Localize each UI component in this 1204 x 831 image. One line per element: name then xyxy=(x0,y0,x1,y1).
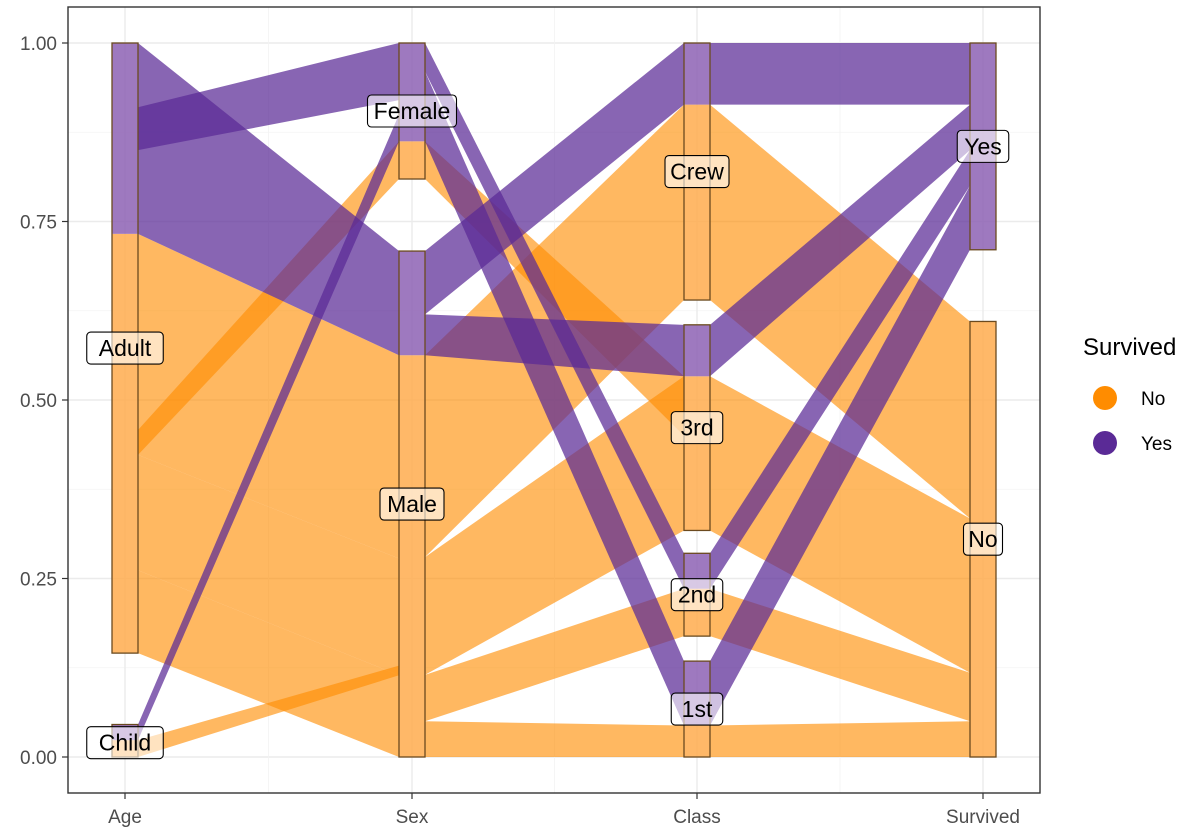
node-label-box xyxy=(86,726,164,760)
ribbon-yes-class-survived xyxy=(710,150,970,589)
node-label-text: Yes xyxy=(964,133,1002,159)
node-segment-no xyxy=(399,141,425,180)
x-axis: Age Sex Class Survived xyxy=(108,793,1020,828)
ribbon-yes-sex-class xyxy=(425,43,684,589)
node-label-text: Male xyxy=(387,491,437,517)
node-segment-yes xyxy=(684,324,710,377)
node-label-text: Adult xyxy=(99,335,152,361)
node-label-female: Female xyxy=(366,94,458,128)
node-label-box xyxy=(670,411,724,445)
node-label-male: Male xyxy=(379,487,445,521)
node-segment-no xyxy=(684,376,710,531)
node-label-1st: 1st xyxy=(670,692,724,726)
node-label-box xyxy=(670,692,724,726)
node-segment-no xyxy=(399,355,425,757)
ribbon-no-sex-class xyxy=(425,721,684,757)
node-label-box xyxy=(366,94,458,128)
ribbon-yes-class-survived xyxy=(710,104,970,377)
node-label-text: 2nd xyxy=(678,582,716,608)
node-label-box xyxy=(962,522,1004,556)
x-tick-label-sex: Sex xyxy=(396,807,429,828)
ribbon-no-class-survived xyxy=(710,376,970,673)
ribbon-no-class-survived xyxy=(710,588,970,722)
node-crew xyxy=(683,42,711,301)
node-label-box xyxy=(664,154,730,189)
node-label-text: Child xyxy=(99,730,151,756)
node-label-box xyxy=(379,487,445,521)
ribbon-no-class-survived xyxy=(710,104,970,519)
legend-title: Survived xyxy=(1083,334,1176,361)
node-label-text: Crew xyxy=(670,159,724,185)
x-tick-label-age: Age xyxy=(108,807,142,828)
y-axis: 0.00 0.25 0.50 0.75 1.00 xyxy=(20,34,68,769)
node-adult xyxy=(111,42,139,654)
node-segment-no xyxy=(684,104,710,301)
node-label-child: Child xyxy=(86,726,164,760)
node-label-text: Female xyxy=(374,98,451,124)
ribbon-no-class-survived xyxy=(710,721,970,757)
ribbon-yes-class-survived xyxy=(710,43,970,105)
node-segment-no xyxy=(684,725,710,757)
legend-swatch-yes xyxy=(1093,431,1117,455)
node-label-2nd: 2nd xyxy=(670,578,724,612)
ribbon-yes-class-survived xyxy=(710,185,970,726)
ribbon-yes-sex-class xyxy=(425,314,684,377)
ribbon-yes-sex-class xyxy=(425,71,684,726)
ribbon-no-sex-class xyxy=(425,588,684,722)
y-tick-label: 0.50 xyxy=(20,391,57,412)
legend: Survived No Yes xyxy=(1083,334,1176,455)
node-label-box xyxy=(956,129,1010,163)
legend-label-no: No xyxy=(1141,389,1165,410)
y-tick-label: 0.00 xyxy=(20,748,57,769)
node-label-adult: Adult xyxy=(86,331,164,365)
node-label-3rd: 3rd xyxy=(670,411,724,445)
node-labels: Adult Child Male Female 1st 2nd 3rd Crew No Yes xyxy=(86,94,1010,760)
y-tick-label: 1.00 xyxy=(20,34,57,55)
legend-swatch-no xyxy=(1093,386,1117,410)
node-label-no: No xyxy=(962,522,1004,556)
ribbon-no-age-sex xyxy=(138,454,399,676)
ribbon-no-age-sex xyxy=(138,233,399,559)
node-segment-yes xyxy=(399,251,425,356)
node-label-box xyxy=(670,578,724,612)
node-3rd xyxy=(683,324,711,532)
legend-label-yes: Yes xyxy=(1141,434,1172,455)
node-label-text: No xyxy=(968,526,997,552)
ribbon-no-age-sex xyxy=(138,570,399,757)
node-segment-no xyxy=(112,233,138,654)
ribbons xyxy=(138,43,970,757)
node-label-text: 1st xyxy=(682,696,713,722)
node-label-text: 3rd xyxy=(680,415,713,441)
node-label-yes: Yes xyxy=(956,129,1010,163)
node-label-box xyxy=(86,331,164,365)
ribbon-yes-age-sex xyxy=(138,114,399,741)
ribbon-yes-age-sex xyxy=(138,43,399,151)
x-tick-label-class: Class xyxy=(673,807,721,828)
y-tick-label: 0.75 xyxy=(20,213,57,234)
node-segment-yes xyxy=(684,43,710,105)
y-tick-label: 0.25 xyxy=(20,570,57,591)
node-segment-yes xyxy=(112,43,138,234)
node-label-crew: Crew xyxy=(664,154,730,189)
ribbon-no-age-sex xyxy=(138,665,399,757)
node-male xyxy=(398,250,426,758)
x-tick-label-survived: Survived xyxy=(946,807,1020,828)
